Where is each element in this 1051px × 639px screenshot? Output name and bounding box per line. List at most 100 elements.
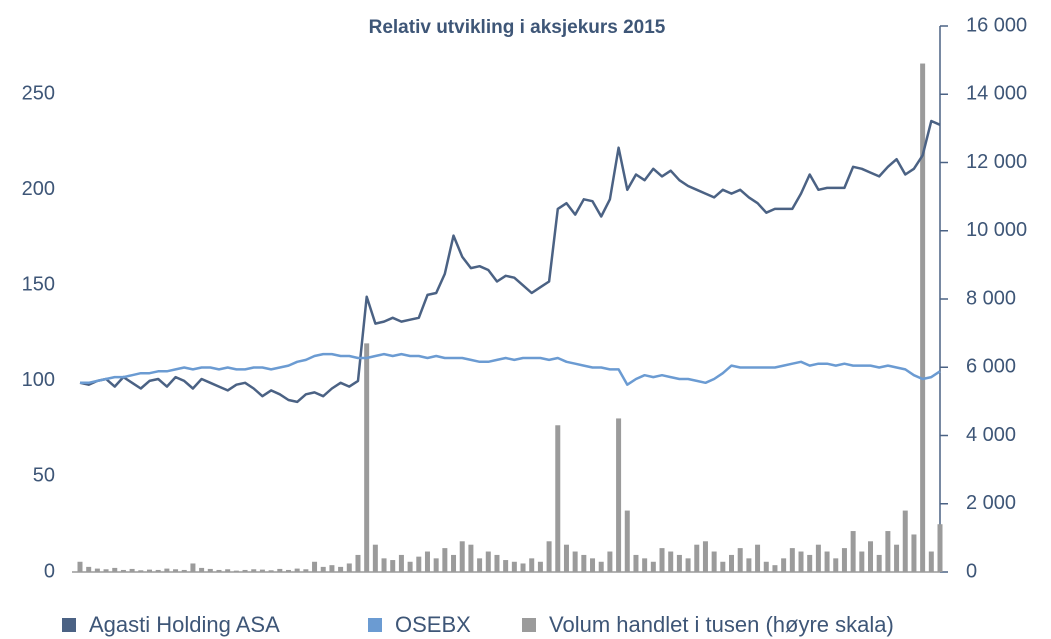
volume-bar: [815, 544, 821, 572]
volume-bar: [146, 569, 152, 572]
volume-bar: [807, 554, 813, 572]
legend-swatch: [62, 618, 76, 632]
volume-bar: [850, 531, 856, 572]
volume-bar: [398, 554, 404, 572]
volume-bar: [451, 554, 457, 572]
volume-bar: [138, 570, 144, 572]
volume-bar: [416, 556, 422, 572]
volume-bar: [329, 565, 335, 572]
volume-bar: [190, 563, 196, 572]
volume-bar: [346, 563, 352, 572]
volume-bar: [798, 551, 804, 572]
volume-bar: [590, 558, 596, 572]
volume-bar: [407, 561, 413, 572]
volume-bar: [789, 548, 795, 572]
y-tick-label: 0: [44, 560, 55, 582]
volume-bar: [902, 510, 908, 572]
volume-bar: [77, 561, 83, 572]
volume-bar: [94, 568, 100, 572]
y-tick-label: 100: [22, 369, 55, 391]
volume-bar: [433, 558, 439, 572]
volume-bar: [120, 569, 126, 572]
volume-bar: [685, 558, 691, 572]
volume-bar: [529, 558, 535, 572]
volume-bar: [338, 566, 344, 572]
volume-bar: [294, 568, 300, 572]
volume-bar: [937, 524, 943, 572]
volume-bar: [86, 566, 92, 572]
volume-bar: [277, 568, 283, 572]
volume-bar: [320, 566, 326, 572]
volume-bar: [181, 569, 187, 572]
line: [80, 352, 941, 386]
y2-tick-label: 4 000: [966, 424, 1016, 446]
volume-bar: [103, 569, 109, 572]
volume-bar: [616, 418, 622, 572]
volume-bar: [833, 558, 839, 572]
volume-bar: [312, 561, 318, 572]
volume-bar: [285, 569, 291, 572]
volume-bar: [876, 554, 882, 572]
volume-bar: [841, 548, 847, 572]
y-tick-label: 50: [33, 465, 55, 487]
volume-bar: [546, 541, 552, 572]
volume-bar: [468, 544, 474, 572]
volume-bar: [755, 544, 761, 572]
volume-bar: [459, 541, 465, 572]
volume-bar: [537, 561, 543, 572]
volume-bar: [173, 569, 179, 572]
volume-bar: [650, 561, 656, 572]
volume-bar: [555, 425, 561, 572]
legend-label: OSEBX: [395, 612, 471, 637]
volume-bar: [129, 568, 135, 572]
y2-tick-label: 14 000: [966, 83, 1027, 105]
y-tick-label: 150: [22, 274, 55, 296]
y-tick-label: 200: [22, 178, 55, 200]
volume-bar: [598, 561, 604, 572]
legend-swatch: [522, 618, 536, 632]
volume-bar: [763, 561, 769, 572]
volume-bar: [242, 569, 248, 572]
volume-bar: [772, 565, 778, 572]
y2-tick-label: 12 000: [966, 151, 1027, 173]
volume-bar: [259, 569, 265, 572]
volume-bar: [520, 563, 526, 572]
volume-bar: [477, 558, 483, 572]
volume-bar: [928, 551, 934, 572]
volume-bar: [920, 63, 926, 572]
volume-bar: [746, 558, 752, 572]
volume-bar: [207, 568, 213, 572]
volume-bar: [659, 548, 665, 572]
volume-bar: [694, 544, 700, 572]
volume-bar: [485, 551, 491, 572]
volume-bar: [911, 534, 917, 572]
y2-tick-label: 2 000: [966, 492, 1016, 514]
legend-label: Volum handlet i tusen (høyre skala): [549, 612, 894, 637]
volume-bar: [233, 570, 239, 572]
volume-bar: [624, 510, 630, 572]
volume-bar: [355, 554, 361, 572]
y2-tick-label: 6 000: [966, 356, 1016, 378]
volume-bar: [268, 570, 274, 572]
y2-tick-label: 0: [966, 560, 977, 582]
volume-bar: [668, 551, 674, 572]
volume-bar: [216, 569, 222, 572]
volume-bar: [885, 531, 891, 572]
volume-bar: [711, 551, 717, 572]
volume-bar: [572, 551, 578, 572]
y2-tick-label: 8 000: [966, 287, 1016, 309]
volume-bar: [381, 558, 387, 572]
volume-bar: [633, 554, 639, 572]
chart-title: Relativ utvikling i aksjekurs 2015: [369, 17, 666, 38]
volume-bar: [364, 343, 370, 572]
volume-bar: [155, 569, 161, 572]
legend-label: Agasti Holding ASA: [89, 612, 280, 637]
volume-bar: [729, 554, 735, 572]
legend-swatch: [368, 618, 382, 632]
volume-bar: [676, 554, 682, 572]
y2-tick-label: 16 000: [966, 14, 1027, 36]
volume-bar: [199, 567, 205, 572]
volume-bar: [494, 554, 500, 572]
volume-bar: [112, 567, 118, 572]
volume-bar: [303, 569, 309, 572]
